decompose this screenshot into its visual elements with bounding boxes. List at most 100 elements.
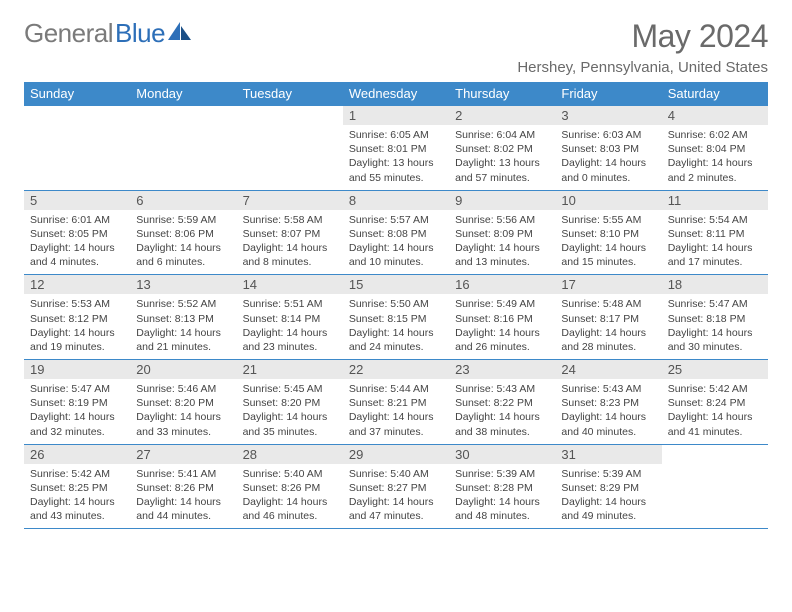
day-details: Sunrise: 6:03 AMSunset: 8:03 PMDaylight:… [555,125,661,190]
calendar-week: 1Sunrise: 6:05 AMSunset: 8:01 PMDaylight… [24,106,768,191]
sunset-text: Sunset: 8:27 PM [349,481,443,495]
day-details: Sunrise: 5:52 AMSunset: 8:13 PMDaylight:… [130,294,236,359]
daylight-text: Daylight: 14 hours and 37 minutes. [349,410,443,438]
daylight-text: Daylight: 13 hours and 57 minutes. [455,156,549,184]
daylight-text: Daylight: 14 hours and 8 minutes. [243,241,337,269]
sunset-text: Sunset: 8:04 PM [668,142,762,156]
day-details: Sunrise: 5:54 AMSunset: 8:11 PMDaylight:… [662,210,768,275]
day-number: 27 [130,445,236,464]
sunrise-text: Sunrise: 5:42 AM [668,382,762,396]
sunrise-text: Sunrise: 5:40 AM [243,467,337,481]
day-number: 19 [24,360,130,379]
sunrise-text: Sunrise: 5:59 AM [136,213,230,227]
day-details: Sunrise: 5:40 AMSunset: 8:26 PMDaylight:… [237,464,343,529]
sunrise-text: Sunrise: 5:50 AM [349,297,443,311]
weekday-col: Sunday [24,82,130,106]
daylight-text: Daylight: 14 hours and 46 minutes. [243,495,337,523]
day-number: 1 [343,106,449,125]
day-details: Sunrise: 5:46 AMSunset: 8:20 PMDaylight:… [130,379,236,444]
day-number: 13 [130,275,236,294]
sunrise-text: Sunrise: 5:54 AM [668,213,762,227]
day-number: 6 [130,191,236,210]
day-number: 25 [662,360,768,379]
day-details: Sunrise: 5:44 AMSunset: 8:21 PMDaylight:… [343,379,449,444]
calendar-day: 20Sunrise: 5:46 AMSunset: 8:20 PMDayligh… [130,360,236,445]
sunrise-text: Sunrise: 6:04 AM [455,128,549,142]
title-block: May 2024 Hershey, Pennsylvania, United S… [517,18,768,76]
day-number: 8 [343,191,449,210]
calendar-table: Sunday Monday Tuesday Wednesday Thursday… [24,82,768,529]
weekday-col: Thursday [449,82,555,106]
calendar-day: 6 Sunrise: 5:59 AMSunset: 8:06 PMDaylight… [130,190,236,275]
sunset-text: Sunset: 8:28 PM [455,481,549,495]
calendar-day: 10Sunrise: 5:55 AMSunset: 8:10 PMDayligh… [555,190,661,275]
day-number: 21 [237,360,343,379]
calendar-day: 31Sunrise: 5:39 AMSunset: 8:29 PMDayligh… [555,444,661,529]
calendar-day: 22Sunrise: 5:44 AMSunset: 8:21 PMDayligh… [343,360,449,445]
location-text: Hershey, Pennsylvania, United States [517,59,768,76]
day-details: Sunrise: 6:02 AMSunset: 8:04 PMDaylight:… [662,125,768,190]
calendar-day: 24Sunrise: 5:43 AMSunset: 8:23 PMDayligh… [555,360,661,445]
day-number: 11 [662,191,768,210]
calendar-day: 30Sunrise: 5:39 AMSunset: 8:28 PMDayligh… [449,444,555,529]
daylight-text: Daylight: 14 hours and 47 minutes. [349,495,443,523]
sunrise-text: Sunrise: 5:41 AM [136,467,230,481]
sunset-text: Sunset: 8:16 PM [455,312,549,326]
daylight-text: Daylight: 14 hours and 13 minutes. [455,241,549,269]
day-number: 26 [24,445,130,464]
sunrise-text: Sunrise: 5:56 AM [455,213,549,227]
day-number: 12 [24,275,130,294]
sunrise-text: Sunrise: 5:48 AM [561,297,655,311]
sunset-text: Sunset: 8:24 PM [668,396,762,410]
daylight-text: Daylight: 14 hours and 41 minutes. [668,410,762,438]
calendar-day: 19Sunrise: 5:47 AMSunset: 8:19 PMDayligh… [24,360,130,445]
day-number: 15 [343,275,449,294]
day-number: 5 [24,191,130,210]
day-details: Sunrise: 5:45 AMSunset: 8:20 PMDaylight:… [237,379,343,444]
weekday-col: Friday [555,82,661,106]
sunrise-text: Sunrise: 6:01 AM [30,213,124,227]
sunrise-text: Sunrise: 5:55 AM [561,213,655,227]
sunrise-text: Sunrise: 5:51 AM [243,297,337,311]
sunset-text: Sunset: 8:26 PM [136,481,230,495]
daylight-text: Daylight: 14 hours and 44 minutes. [136,495,230,523]
sunset-text: Sunset: 8:07 PM [243,227,337,241]
calendar-day: 14Sunrise: 5:51 AMSunset: 8:14 PMDayligh… [237,275,343,360]
calendar-day: 5Sunrise: 6:01 AMSunset: 8:05 PMDaylight… [24,190,130,275]
calendar-day: 18Sunrise: 5:47 AMSunset: 8:18 PMDayligh… [662,275,768,360]
sunset-text: Sunset: 8:26 PM [243,481,337,495]
calendar-day [24,106,130,191]
daylight-text: Daylight: 14 hours and 10 minutes. [349,241,443,269]
sunrise-text: Sunrise: 5:52 AM [136,297,230,311]
daylight-text: Daylight: 14 hours and 43 minutes. [30,495,124,523]
day-details: Sunrise: 5:43 AMSunset: 8:23 PMDaylight:… [555,379,661,444]
day-details: Sunrise: 5:50 AMSunset: 8:15 PMDaylight:… [343,294,449,359]
calendar-week: 12Sunrise: 5:53 AMSunset: 8:12 PMDayligh… [24,275,768,360]
sunset-text: Sunset: 8:06 PM [136,227,230,241]
weekday-col: Tuesday [237,82,343,106]
day-details: Sunrise: 5:56 AMSunset: 8:09 PMDaylight:… [449,210,555,275]
day-details: Sunrise: 5:53 AMSunset: 8:12 PMDaylight:… [24,294,130,359]
brand-part2: Blue [115,18,165,49]
daylight-text: Daylight: 14 hours and 33 minutes. [136,410,230,438]
daylight-text: Daylight: 14 hours and 0 minutes. [561,156,655,184]
calendar-day: 25 Sunrise: 5:42 AMSunset: 8:24 PMDayligh… [662,360,768,445]
day-number: 22 [343,360,449,379]
daylight-text: Daylight: 14 hours and 2 minutes. [668,156,762,184]
day-number: 23 [449,360,555,379]
daylight-text: Daylight: 14 hours and 49 minutes. [561,495,655,523]
daylight-text: Daylight: 14 hours and 6 minutes. [136,241,230,269]
sunrise-text: Sunrise: 5:39 AM [455,467,549,481]
sunset-text: Sunset: 8:15 PM [349,312,443,326]
sunrise-text: Sunrise: 5:42 AM [30,467,124,481]
calendar-day: 1Sunrise: 6:05 AMSunset: 8:01 PMDaylight… [343,106,449,191]
day-details: Sunrise: 5:39 AMSunset: 8:28 PMDaylight:… [449,464,555,529]
daylight-text: Daylight: 14 hours and 4 minutes. [30,241,124,269]
calendar-day: 27 Sunrise: 5:41 AMSunset: 8:26 PMDayligh… [130,444,236,529]
brand-logo: GeneralBlue [24,18,193,49]
day-number: 20 [130,360,236,379]
month-title: May 2024 [517,18,768,55]
day-number: 7 [237,191,343,210]
calendar-day: 8Sunrise: 5:57 AMSunset: 8:08 PMDaylight… [343,190,449,275]
day-details: Sunrise: 6:04 AMSunset: 8:02 PMDaylight:… [449,125,555,190]
